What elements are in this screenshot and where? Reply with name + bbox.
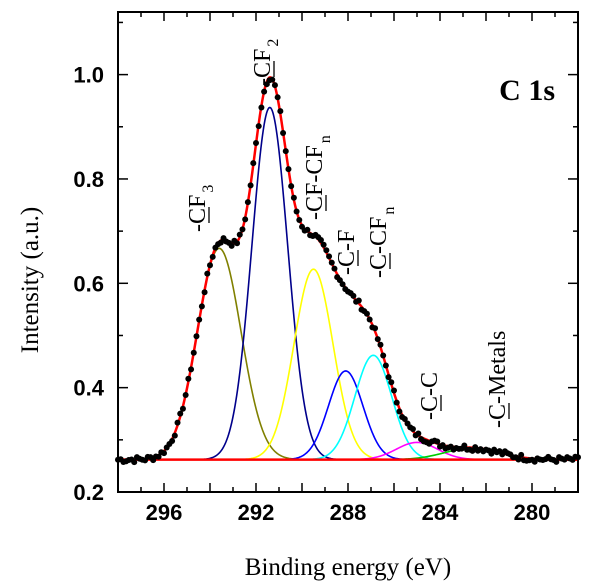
peak-curve-2 [225, 268, 402, 461]
data-point [131, 459, 138, 466]
data-point [155, 453, 162, 460]
data-point [518, 451, 525, 458]
plot-content: -CF3 -CF2 -CF-CFn-C-F-C-CFn -C-C -C-Metals [115, 39, 581, 466]
data-point [326, 253, 333, 260]
data-point [236, 231, 243, 238]
data-point [396, 408, 403, 415]
data-point [207, 262, 213, 269]
data-point [304, 226, 311, 233]
data-point [242, 216, 249, 223]
data-point [328, 259, 335, 266]
y-tick-label: 0.8 [73, 167, 104, 192]
data-point [198, 303, 205, 310]
data-point [171, 432, 178, 439]
data-point [239, 226, 246, 233]
data-point [409, 426, 416, 433]
data-point [204, 270, 211, 277]
data-point [185, 375, 192, 382]
peak-label-0: -CF3 [185, 185, 217, 232]
y-tick-label: 0.6 [73, 271, 104, 296]
data-point [217, 239, 224, 246]
x-axis-title: Binding energy (eV) [245, 554, 451, 581]
data-point [282, 148, 289, 155]
data-point [277, 108, 284, 115]
peak-label-2: -CF-CFn [302, 135, 334, 220]
data-point [234, 240, 241, 247]
peak-label-1: -CF2 [250, 39, 282, 86]
data-point [288, 183, 295, 190]
data-point [393, 399, 400, 406]
peak-label-3: -C-F [334, 230, 360, 275]
peak-label-5: -C-C [417, 372, 443, 420]
data-point [415, 430, 422, 437]
x-tick-label: 296 [146, 500, 183, 525]
data-point [391, 387, 397, 394]
peak-label-4: -C-CFn [366, 207, 398, 278]
y-tick-label: 0.4 [73, 376, 104, 401]
axis-ticks: 296 292 288 284 280 0.2 0.4 0.6 0.8 1.0 [73, 12, 579, 525]
data-point [201, 289, 208, 296]
x-tick-label: 288 [330, 500, 367, 525]
data-point [339, 281, 346, 288]
data-point [250, 160, 257, 167]
data-point [285, 166, 292, 173]
y-axis-title: Intensity (a.u.) [17, 207, 44, 353]
x-tick-label: 292 [238, 500, 275, 525]
data-point [209, 253, 216, 260]
data-point [196, 316, 203, 323]
data-point [317, 237, 324, 244]
data-point [255, 123, 262, 130]
data-point [377, 341, 384, 348]
data-point [331, 265, 338, 272]
data-point [258, 104, 265, 111]
data-point [434, 438, 441, 445]
data-point [366, 316, 373, 323]
data-point [190, 349, 197, 356]
data-point [182, 392, 189, 398]
data-point [188, 366, 195, 373]
data-point [193, 333, 200, 340]
data-point [253, 140, 259, 147]
data-point [385, 374, 392, 381]
data-point [388, 379, 395, 386]
data-point [382, 362, 389, 369]
data-point [174, 419, 181, 426]
data-point [274, 94, 281, 101]
data-point [553, 458, 560, 465]
data-point [380, 352, 387, 359]
data-point [161, 450, 167, 457]
data-point [350, 292, 357, 299]
data-point [355, 297, 362, 304]
y-tick-label: 0.2 [73, 480, 104, 505]
peak-curve-0 [120, 247, 318, 461]
data-point [296, 216, 303, 223]
data-point [261, 88, 268, 95]
x-tick-label: 280 [514, 500, 551, 525]
data-point [280, 130, 287, 137]
data-point [290, 194, 297, 201]
data-point [169, 437, 176, 444]
data-point [271, 82, 278, 89]
data-point [515, 456, 522, 463]
data-point [244, 199, 251, 206]
data-point [374, 336, 381, 343]
data-point [401, 415, 408, 422]
data-point [320, 241, 327, 248]
x-tick-label: 284 [422, 500, 459, 525]
data-point [269, 76, 276, 83]
data-point [177, 410, 184, 417]
data-point [247, 182, 254, 189]
data-point [179, 405, 186, 412]
panel-label: C 1s [499, 74, 555, 107]
data-point [293, 208, 300, 215]
data-point [372, 325, 379, 332]
data-point [323, 247, 330, 254]
peak-curve-1 [189, 106, 351, 461]
data-point [228, 242, 235, 249]
peak-label-6: -C-Metals [485, 331, 511, 428]
data-point [363, 310, 370, 317]
y-tick-label: 1.0 [73, 63, 104, 88]
